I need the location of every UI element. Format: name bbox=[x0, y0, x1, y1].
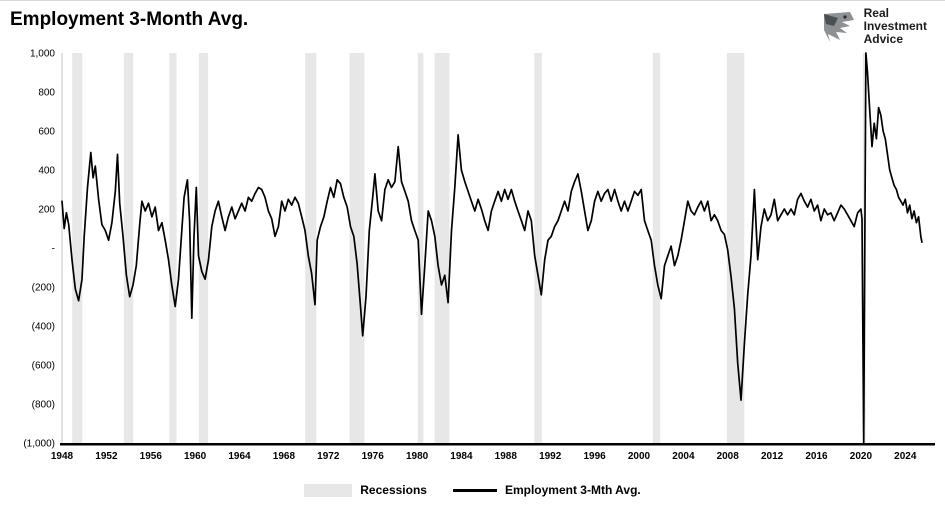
x-axis-tick-label: 1988 bbox=[495, 451, 518, 461]
x-axis-tick-label: 2004 bbox=[672, 451, 695, 461]
recession-band bbox=[123, 53, 134, 443]
y-axis-tick-label: (600) bbox=[32, 361, 55, 372]
eagle-logo-icon bbox=[823, 11, 854, 42]
recession-band bbox=[72, 53, 83, 443]
y-axis-tick-label: 1,000 bbox=[30, 49, 55, 60]
x-axis-tick-label: 2024 bbox=[894, 451, 917, 461]
y-axis-tick-label: - bbox=[52, 244, 55, 255]
y-axis-tick-label: 200 bbox=[38, 205, 55, 216]
logo-line-2: Investment bbox=[863, 19, 927, 33]
x-axis-tick-label: 1960 bbox=[184, 451, 207, 461]
employment-series-line bbox=[61, 52, 923, 444]
recession-band bbox=[726, 53, 745, 443]
x-axis-tick-label: 1956 bbox=[140, 451, 163, 461]
legend-item-recessions: Recessions bbox=[304, 483, 427, 497]
recession-swatch bbox=[304, 483, 353, 497]
y-axis-tick-label: 800 bbox=[38, 88, 55, 99]
recession-band bbox=[349, 53, 365, 443]
y-axis-tick-label: (800) bbox=[32, 400, 55, 411]
chart-legend: Recessions Employment 3-Mth Avg. bbox=[0, 483, 945, 497]
x-axis-tick-label: 1972 bbox=[317, 451, 340, 461]
employment-line-chart: 1,000 800 600 400 200 - (200) (400) (600) (800) (1… bbox=[23, 49, 935, 462]
y-axis-tick-label: 600 bbox=[38, 127, 55, 138]
recession-band bbox=[305, 53, 317, 443]
x-axis-line bbox=[60, 443, 935, 446]
x-axis-tick-label: 1984 bbox=[450, 451, 473, 461]
x-axis-tick-label: 2020 bbox=[850, 451, 873, 461]
legend-label-employment: Employment 3-Mth Avg. bbox=[504, 483, 641, 497]
y-axis-tick-label: (1,000) bbox=[23, 439, 55, 450]
recession-band bbox=[198, 53, 209, 443]
x-axis-tick-label: 1948 bbox=[51, 451, 74, 461]
x-axis-tick-label: 2012 bbox=[761, 451, 784, 461]
recession-band bbox=[417, 53, 424, 443]
x-axis-tick-label: 2000 bbox=[628, 451, 651, 461]
recession-band bbox=[652, 53, 661, 443]
page-title: Employment 3-Month Avg. bbox=[10, 9, 249, 30]
y-axis-tick-label: 400 bbox=[38, 166, 55, 177]
chart-area: 1,000 800 600 400 200 - (200) (400) (600) (800) (1… bbox=[0, 49, 945, 462]
recession-band bbox=[534, 53, 542, 443]
employment-line-swatch bbox=[452, 488, 497, 492]
logo-line-1: Real bbox=[863, 6, 889, 20]
recession-band bbox=[169, 53, 177, 443]
x-axis-tick-label: 1976 bbox=[362, 451, 385, 461]
y-axis-tick-label: (200) bbox=[32, 283, 55, 294]
x-axis-tick-label: 2016 bbox=[805, 451, 828, 461]
legend-item-employment: Employment 3-Mth Avg. bbox=[452, 483, 641, 497]
y-axis-tick-label: (400) bbox=[32, 322, 55, 333]
recession-band bbox=[434, 53, 450, 443]
legend-label-recessions: Recessions bbox=[360, 483, 427, 497]
logo-line-3: Advice bbox=[863, 32, 903, 46]
real-investment-advice-logo: Real Investment Advice bbox=[820, 7, 927, 46]
x-axis-tick-label: 1992 bbox=[539, 451, 562, 461]
x-axis-tick-label: 1996 bbox=[583, 451, 606, 461]
x-axis-tick-label: 1964 bbox=[228, 451, 251, 461]
x-axis-tick-label: 2008 bbox=[717, 451, 740, 461]
logo-text: Real Investment Advice bbox=[864, 7, 927, 46]
x-axis-tick-label: 1968 bbox=[273, 451, 296, 461]
x-axis-tick-label: 1980 bbox=[406, 451, 429, 461]
x-axis-tick-label: 1952 bbox=[95, 451, 118, 461]
